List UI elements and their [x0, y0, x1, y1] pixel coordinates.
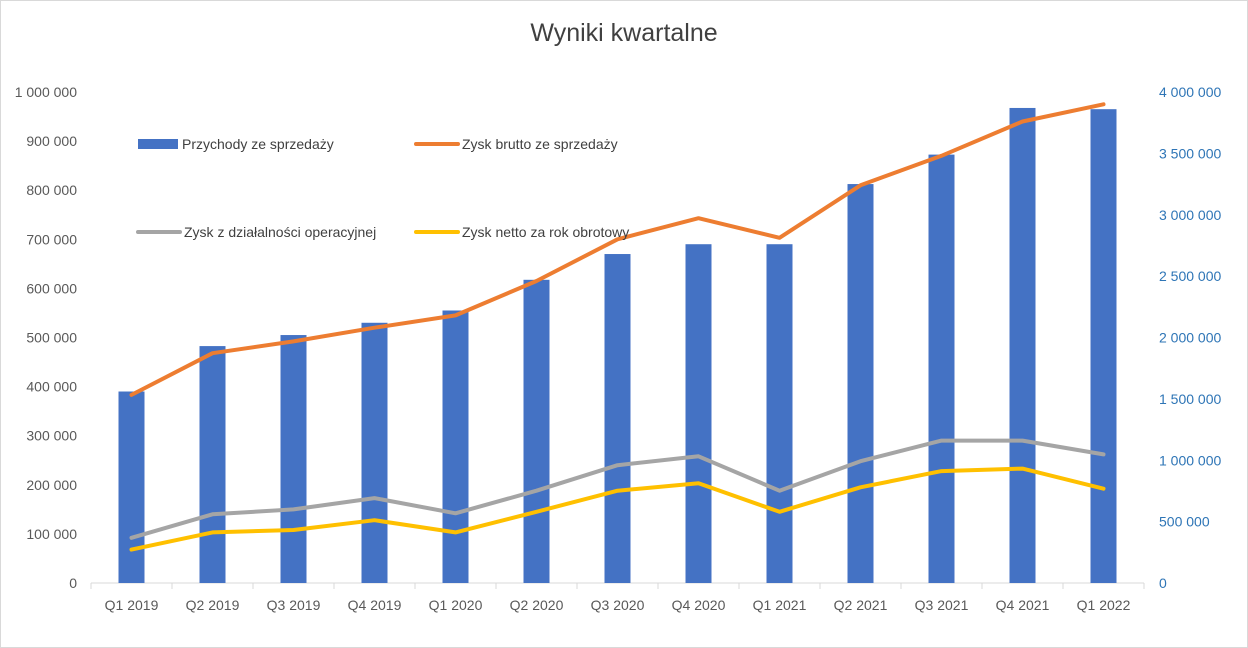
x-tick-label: Q1 2019: [105, 597, 159, 613]
bar-revenue: [928, 154, 955, 584]
legend-label: Zysk brutto ze sprzedaży: [462, 136, 618, 152]
bar-revenue: [685, 244, 712, 583]
y-left-tick-label: 200 000: [26, 477, 77, 493]
y-left-tick-label: 0: [69, 575, 77, 591]
y-right-tick-label: 2 000 000: [1159, 330, 1221, 346]
line-operating-profit: [129, 438, 1106, 540]
bar-revenue: [361, 322, 388, 583]
x-tick-label: Q4 2019: [348, 597, 402, 613]
x-tick-label: Q2 2021: [834, 597, 888, 613]
x-tick-label: Q1 2022: [1077, 597, 1131, 613]
y-left-tick-label: 700 000: [26, 231, 77, 247]
y-right-tick-label: 3 000 000: [1159, 207, 1221, 223]
legend-label: Zysk z działalności operacyjnej: [184, 224, 376, 240]
x-tick-label: Q3 2020: [591, 597, 645, 613]
y-right-tick-label: 1 500 000: [1159, 391, 1221, 407]
y-left-tick-label: 100 000: [26, 526, 77, 542]
legend-label: Przychody ze sprzedaży: [182, 136, 334, 152]
y-right-tick-label: 2 500 000: [1159, 268, 1221, 284]
line-gross-profit: [129, 102, 1106, 397]
x-tick-label: Q1 2020: [429, 597, 483, 613]
bar-revenue: [523, 279, 550, 583]
y-right-tick-label: 1 000 000: [1159, 452, 1221, 468]
y-left-tick-label: 800 000: [26, 182, 77, 198]
y-right-tick-label: 0: [1159, 575, 1167, 591]
y-right-tick-label: 4 000 000: [1159, 84, 1221, 100]
bar-revenue: [604, 254, 631, 583]
bar-revenue: [442, 310, 469, 583]
bar-revenue: [847, 184, 874, 583]
y-right-tick-label: 3 500 000: [1159, 145, 1221, 161]
line-net-profit: [129, 466, 1106, 552]
x-tick-label: Q4 2021: [996, 597, 1050, 613]
y-right-tick-label: 500 000: [1159, 514, 1210, 530]
bar-revenue: [199, 346, 226, 583]
x-tick-label: Q1 2021: [753, 597, 807, 613]
bar-revenue: [766, 244, 793, 583]
chart-title: Wyniki kwartalne: [530, 19, 718, 47]
bar-revenue: [118, 391, 145, 583]
x-tick-label: Q3 2019: [267, 597, 321, 613]
bar-revenue: [1009, 107, 1036, 584]
legend-swatch-bar: [138, 139, 178, 149]
y-left-tick-label: 300 000: [26, 428, 77, 444]
bar-revenue: [280, 335, 307, 583]
y-left-tick-label: 500 000: [26, 330, 77, 346]
legend-label: Zysk netto za rok obrotowy: [462, 224, 629, 240]
y-left-tick-label: 1 000 000: [15, 84, 77, 100]
x-tick-label: Q2 2019: [186, 597, 240, 613]
y-left-tick-label: 600 000: [26, 280, 77, 296]
x-tick-label: Q4 2020: [672, 597, 726, 613]
x-tick-label: Q3 2021: [915, 597, 969, 613]
x-tick-label: Q2 2020: [510, 597, 564, 613]
y-left-tick-label: 900 000: [26, 133, 77, 149]
bar-revenue: [1090, 109, 1117, 583]
y-left-tick-label: 400 000: [26, 379, 77, 395]
